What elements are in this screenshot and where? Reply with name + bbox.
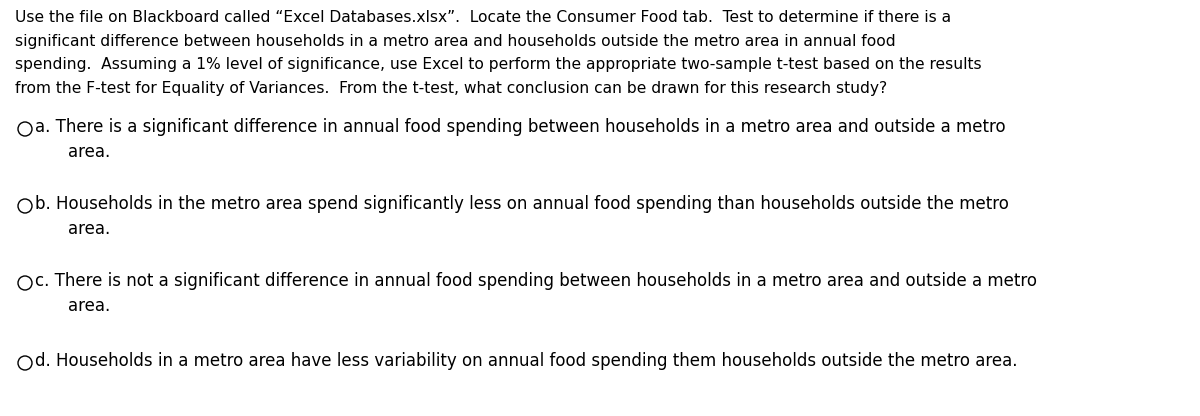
Text: Use the file on Blackboard called “Excel Databases.xlsx”.  Locate the Consumer F: Use the file on Blackboard called “Excel…: [14, 10, 952, 25]
Text: b. Households in the metro area spend significantly less on annual food spending: b. Households in the metro area spend si…: [35, 195, 1009, 213]
Text: from the F-test for Equality of Variances.  From the t-test, what conclusion can: from the F-test for Equality of Variance…: [14, 81, 887, 96]
Text: d. Households in a metro area have less variability on annual food spending them: d. Households in a metro area have less …: [35, 352, 1018, 370]
Text: area.: area.: [68, 220, 110, 238]
Text: spending.  Assuming a 1% level of significance, use Excel to perform the appropr: spending. Assuming a 1% level of signifi…: [14, 57, 982, 72]
Text: a. There is a significant difference in annual food spending between households : a. There is a significant difference in …: [35, 118, 1006, 136]
Text: area.: area.: [68, 297, 110, 315]
Text: significant difference between households in a metro area and households outside: significant difference between household…: [14, 34, 895, 49]
Text: c. There is not a significant difference in annual food spending between househo: c. There is not a significant difference…: [35, 272, 1037, 290]
Text: area.: area.: [68, 143, 110, 161]
